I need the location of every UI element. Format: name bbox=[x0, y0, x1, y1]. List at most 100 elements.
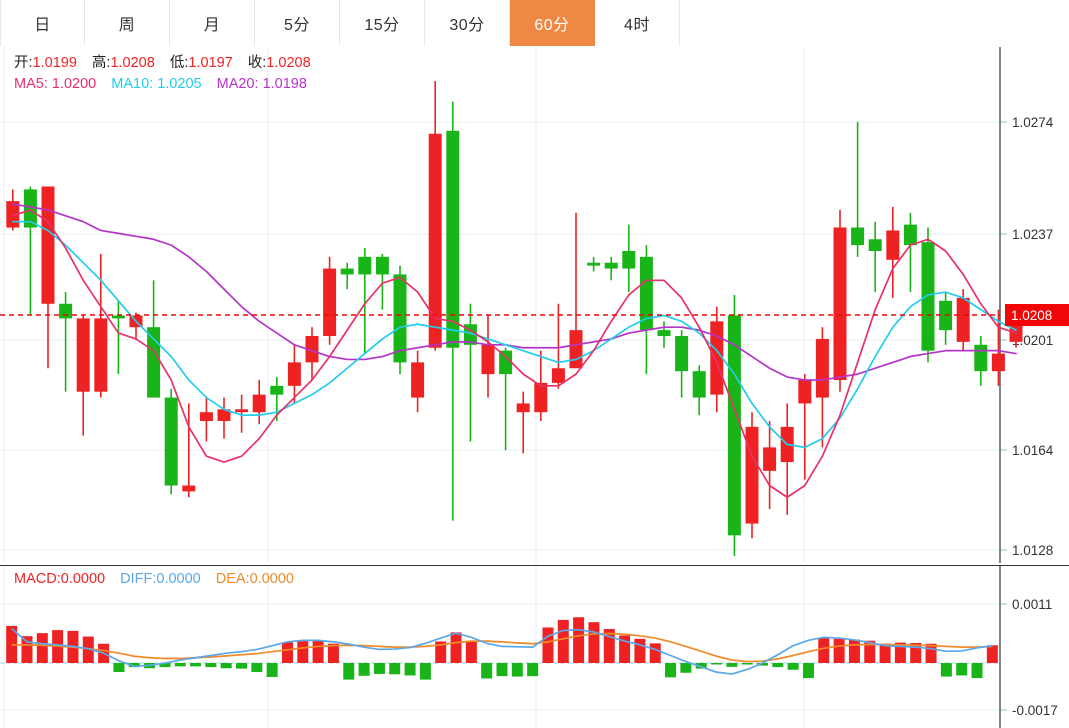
macd-histogram-bar bbox=[971, 663, 983, 679]
candlestick bbox=[587, 256, 601, 272]
macd-histogram-bar bbox=[956, 663, 968, 676]
macd-histogram-bar bbox=[82, 636, 94, 663]
candle-body bbox=[516, 403, 530, 413]
candle-body bbox=[499, 350, 513, 375]
macd-histogram-bar bbox=[128, 663, 140, 668]
macd-histogram-bar bbox=[603, 628, 615, 663]
macd-histogram-bar bbox=[588, 622, 600, 663]
candle-body bbox=[991, 353, 1005, 372]
tab-30min[interactable]: 30分 bbox=[425, 0, 510, 46]
current-price-tag bbox=[1005, 304, 1069, 326]
macd-histogram-bar bbox=[864, 640, 876, 663]
candlestick bbox=[745, 412, 759, 539]
candle-body bbox=[481, 344, 495, 375]
candle-body bbox=[745, 426, 759, 524]
candle-body bbox=[569, 330, 583, 369]
candlestick bbox=[59, 292, 73, 392]
candlestick bbox=[235, 394, 249, 433]
macd-chart-panel[interactable]: MACD:0.0000 DIFF:0.0000 DEA:0.0000 0.001… bbox=[0, 565, 1069, 728]
macd-histogram-bar bbox=[619, 635, 631, 663]
candle-body bbox=[340, 268, 354, 275]
timeframe-tabbar: 日周月 5分 15分 30分 60分 4时 bbox=[0, 0, 1069, 46]
candlestick bbox=[111, 300, 125, 375]
macd-histogram-bar bbox=[634, 638, 646, 663]
macd-histogram-bar bbox=[665, 663, 677, 678]
candlestick bbox=[41, 186, 55, 369]
tabs-host: 日周月 5分 15分 30分 60分 4时 bbox=[0, 0, 680, 46]
price-axis-label: 1.0237 bbox=[1012, 227, 1053, 242]
candle-body bbox=[551, 368, 565, 383]
candlestick bbox=[428, 80, 442, 351]
candle-body bbox=[868, 239, 882, 251]
price-axis-label: 1.0164 bbox=[1012, 443, 1054, 458]
candlestick bbox=[411, 350, 425, 413]
macd-chart-svg[interactable]: 0.0011 -0.0017 bbox=[0, 566, 1069, 728]
macd-histogram-bar bbox=[695, 663, 707, 669]
tab-week[interactable]: 周 bbox=[85, 0, 170, 46]
candle-body bbox=[164, 397, 178, 486]
macd-value: 0.0000 bbox=[60, 571, 106, 587]
macd-legend: MACD:0.0000 DIFF:0.0000 DEA:0.0000 bbox=[14, 571, 294, 587]
dea-label: DEA: bbox=[215, 571, 250, 587]
macd-histogram-bar bbox=[465, 641, 477, 663]
macd-histogram-bar bbox=[327, 643, 339, 663]
candle-body bbox=[111, 315, 125, 319]
macd-histogram-bar bbox=[266, 663, 278, 677]
candlestick bbox=[657, 321, 671, 348]
macd-histogram-bar bbox=[159, 663, 171, 668]
dea-value: 0.0000 bbox=[249, 571, 294, 587]
candle-body bbox=[604, 262, 618, 269]
macd-histogram-bar bbox=[36, 633, 48, 663]
candlestick bbox=[763, 421, 777, 509]
macd-histogram-bar bbox=[358, 663, 370, 676]
tab-month[interactable]: 月 bbox=[170, 0, 255, 46]
macd-histogram-bar bbox=[894, 642, 906, 663]
macd-histogram-bar bbox=[21, 636, 33, 663]
macd-histogram-bar bbox=[496, 663, 508, 677]
macd-histogram-bar bbox=[312, 640, 324, 663]
tab-5min[interactable]: 5分 bbox=[255, 0, 340, 46]
candle-body bbox=[23, 189, 37, 228]
candlestick bbox=[974, 336, 988, 386]
candlestick bbox=[463, 303, 477, 442]
macd-histogram-bar bbox=[649, 643, 661, 663]
candlestick bbox=[868, 221, 882, 293]
tab-4hour[interactable]: 4时 bbox=[595, 0, 680, 46]
candle-body bbox=[375, 256, 389, 275]
tab-15min[interactable]: 15分 bbox=[340, 0, 425, 46]
macd-histogram-bar bbox=[925, 643, 937, 663]
dea-line bbox=[11, 632, 993, 663]
candlestick bbox=[710, 306, 724, 413]
price-axis-label: 1.0128 bbox=[1012, 543, 1053, 558]
macd-label: MACD: bbox=[14, 571, 61, 587]
tab-60min[interactable]: 60分 bbox=[510, 0, 595, 46]
candle-body bbox=[182, 485, 196, 492]
candle-body bbox=[287, 362, 301, 386]
candle-body bbox=[956, 297, 970, 342]
candle-body bbox=[622, 250, 636, 269]
candle-body bbox=[411, 362, 425, 398]
candle-body bbox=[76, 318, 90, 392]
tab-day[interactable]: 日 bbox=[0, 0, 85, 46]
candlestick bbox=[393, 265, 407, 375]
price-chart-panel[interactable]: 1.0274 1.0237 1.0201 1.0164 1.0128 1.0208 bbox=[0, 47, 1069, 563]
candlestick bbox=[164, 388, 178, 495]
macd-histogram-bar bbox=[343, 663, 355, 680]
candlestick bbox=[305, 327, 319, 380]
candlestick bbox=[182, 403, 196, 498]
candlestick bbox=[939, 292, 953, 345]
diff-value: 0.0000 bbox=[156, 571, 201, 587]
macd-histogram-bar bbox=[527, 663, 539, 677]
candle-body bbox=[851, 227, 865, 246]
candlestick bbox=[94, 253, 108, 398]
macd-histogram-bar bbox=[573, 617, 585, 663]
macd-histogram-bar bbox=[113, 663, 125, 673]
candlestick bbox=[323, 256, 337, 345]
candle-body bbox=[534, 382, 548, 413]
candlestick bbox=[815, 327, 829, 448]
macd-histogram-bar bbox=[741, 663, 753, 665]
candle-body bbox=[921, 242, 935, 351]
candlestick bbox=[446, 101, 460, 521]
